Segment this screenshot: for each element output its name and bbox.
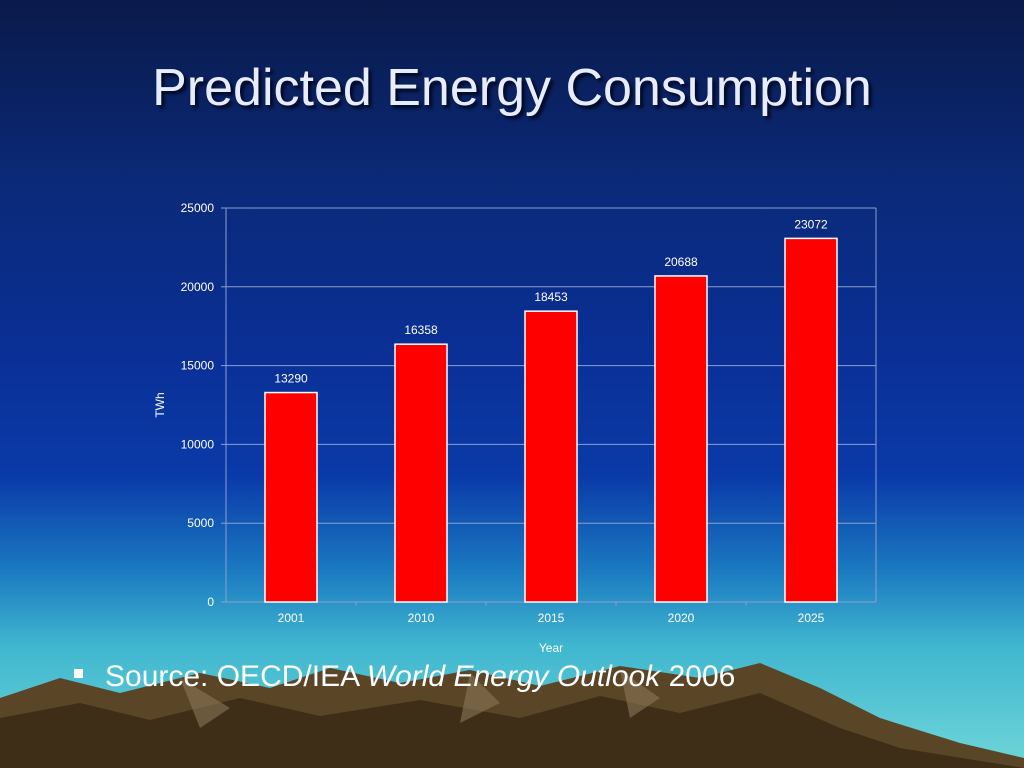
data-label: 18453: [534, 290, 568, 304]
data-label: 16358: [404, 323, 438, 337]
y-tick-label: 10000: [181, 437, 215, 451]
data-label: 20688: [664, 255, 698, 269]
source-publication: World Energy Outlook: [366, 660, 661, 693]
data-label: 13290: [274, 372, 308, 386]
bar: [784, 237, 838, 603]
source-year: 2006: [660, 660, 736, 693]
chart-svg: 0 5000 10000 15000 20000 25000 13290 2001 16358 2…: [153, 201, 877, 655]
x-tick-label: 2025: [798, 611, 825, 625]
x-tick-label: 2020: [668, 611, 695, 625]
bar: [264, 391, 318, 603]
data-label: 23072: [794, 217, 828, 231]
mountain-landscape: [0, 663, 1024, 768]
y-tick-label: 25000: [181, 201, 215, 215]
bar: [524, 310, 578, 603]
x-tick-label: 2001: [278, 611, 305, 625]
bar: [654, 275, 708, 603]
source-bullet: Source: OECD/IEA World Energy Outlook 20…: [74, 660, 735, 694]
slide-title: Predicted Energy Consumption: [152, 59, 872, 117]
y-tick-label: 0: [207, 595, 214, 609]
bar-chart: 0 5000 10000 15000 20000 25000 13290 2001 16358 2…: [140, 190, 900, 660]
x-tick-label: 2010: [408, 611, 435, 625]
y-tick-label: 5000: [187, 516, 214, 530]
square-bullet-icon: [74, 669, 83, 678]
bar: [394, 343, 448, 603]
source-prefix: Source: OECD/IEA: [105, 660, 367, 693]
y-tick-label: 15000: [181, 359, 215, 373]
y-axis-title: TWh: [153, 392, 167, 417]
x-tick-label: 2015: [538, 611, 565, 625]
y-tick-label: 20000: [181, 280, 215, 294]
x-axis-title: Year: [539, 641, 563, 655]
